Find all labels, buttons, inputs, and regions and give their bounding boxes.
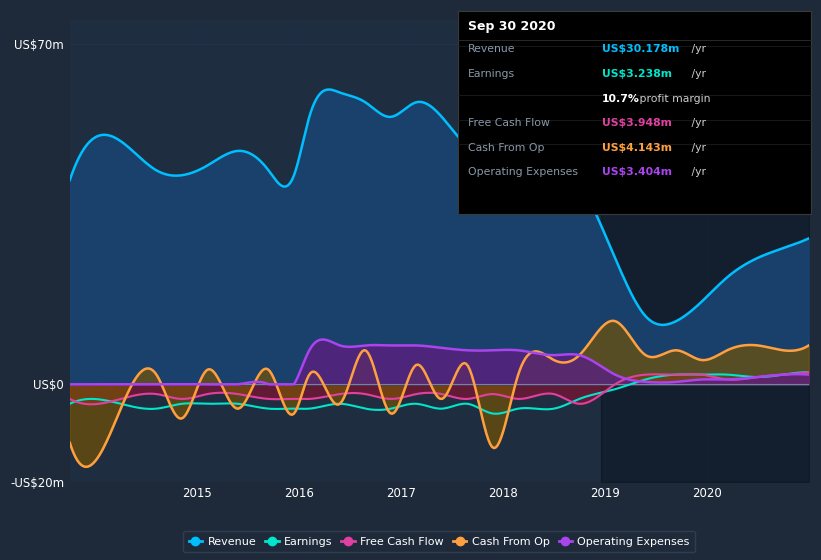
Text: Sep 30 2020: Sep 30 2020 [468, 20, 556, 32]
Text: US$3.948m: US$3.948m [602, 118, 672, 128]
Text: US$3.238m: US$3.238m [602, 69, 672, 79]
Text: profit margin: profit margin [636, 94, 711, 104]
Text: /yr: /yr [688, 69, 706, 79]
Text: /yr: /yr [688, 44, 706, 54]
Legend: Revenue, Earnings, Free Cash Flow, Cash From Op, Operating Expenses: Revenue, Earnings, Free Cash Flow, Cash … [183, 531, 695, 552]
Text: Revenue: Revenue [468, 44, 516, 54]
Text: /yr: /yr [688, 167, 706, 178]
Text: Earnings: Earnings [468, 69, 515, 79]
Text: US$4.143m: US$4.143m [602, 143, 672, 153]
Text: 10.7%: 10.7% [602, 94, 640, 104]
Text: Cash From Op: Cash From Op [468, 143, 544, 153]
Text: /yr: /yr [688, 118, 706, 128]
Text: Free Cash Flow: Free Cash Flow [468, 118, 550, 128]
Text: Operating Expenses: Operating Expenses [468, 167, 578, 178]
Text: /yr: /yr [688, 143, 706, 153]
Text: US$30.178m: US$30.178m [602, 44, 679, 54]
Text: US$3.404m: US$3.404m [602, 167, 672, 178]
